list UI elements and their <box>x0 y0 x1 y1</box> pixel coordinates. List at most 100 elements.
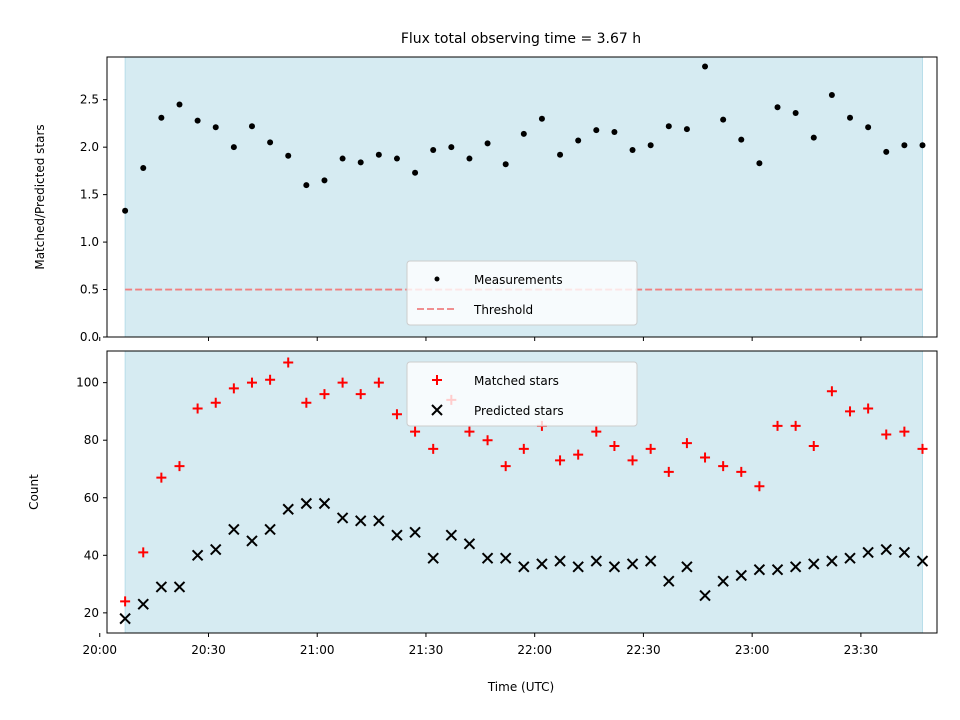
measurement-point <box>502 161 509 168</box>
measurement-point <box>412 169 419 176</box>
predicted-star-point <box>445 529 458 541</box>
predicted-star-point <box>463 538 476 550</box>
bottom-panel: 20 40 60 80 100 Count 20:00 20:30 21:00 21:30 22:0… <box>27 350 938 657</box>
matched-star-point <box>319 389 330 400</box>
matched-star-point <box>355 389 366 400</box>
matched-star-point <box>627 455 638 466</box>
predicted-star-point <box>282 503 294 515</box>
predicted-star-point <box>119 612 131 625</box>
matched-star-point <box>573 449 584 460</box>
matched-star-point <box>337 377 348 388</box>
matched-star-point <box>156 472 167 483</box>
predicted-star-point <box>789 561 802 573</box>
y-tick-label: 0.0 <box>80 330 99 344</box>
measurement-point <box>393 155 400 162</box>
matched-star-point <box>482 435 493 446</box>
predicted-star-point <box>844 552 856 564</box>
legend-marker-measurements <box>434 276 440 282</box>
matched-star-point <box>373 377 384 388</box>
measurement-point <box>810 134 817 141</box>
measurement-point <box>629 147 636 154</box>
predicted-star-point <box>300 497 313 510</box>
predicted-star-point <box>826 555 838 567</box>
matched-star-point <box>192 403 203 414</box>
measurement-point <box>357 159 364 166</box>
measurement-point <box>828 91 835 98</box>
predicted-star-point <box>862 546 874 559</box>
predicted-star-point <box>155 581 168 593</box>
predicted-star-point <box>318 497 331 510</box>
matched-star-point <box>736 466 747 477</box>
matched-star-point <box>826 386 837 397</box>
matched-star-point <box>609 440 620 451</box>
measurement-point <box>865 124 872 131</box>
predicted-star-point <box>590 555 603 567</box>
x-tick-label: 20:30 <box>191 643 226 657</box>
legend-label: Threshold <box>473 303 533 317</box>
matched-star-point <box>700 452 711 463</box>
measurement-point <box>339 155 346 162</box>
measurement-point <box>611 128 618 135</box>
measurement-point <box>738 136 745 143</box>
predicted-star-point <box>536 558 548 570</box>
measurement-point <box>756 160 763 167</box>
predicted-star-point <box>373 515 385 527</box>
measurement-point <box>466 155 473 162</box>
y-tick-label: 60 <box>84 491 99 505</box>
predicted-star-point <box>717 575 729 587</box>
predicted-star-point <box>808 558 820 570</box>
measurement-point <box>847 114 854 121</box>
measurement-point <box>702 63 709 70</box>
x-tick-label: 23:30 <box>844 643 879 657</box>
predicted-star-point <box>771 563 784 576</box>
y-tick-label: 20 <box>84 606 99 620</box>
legend: Measurements Threshold <box>406 260 638 326</box>
measurement-point <box>538 115 545 122</box>
x-tick-label: 22:00 <box>517 643 552 657</box>
matched-star-point <box>428 443 439 454</box>
legend-box <box>406 260 638 326</box>
measurement-point <box>248 123 255 130</box>
y-axis-label: Count <box>27 474 41 510</box>
legend-label: Matched stars <box>474 374 559 388</box>
y-tick-label: 80 <box>84 433 99 447</box>
top-panel: 0.0 0.5 1.0 1.5 2.0 2.5 Matched/Predicted star… <box>33 56 938 344</box>
predicted-star-point <box>681 561 693 573</box>
axes-frame <box>106 56 938 338</box>
predicted-star-point <box>228 523 240 536</box>
measurement-point <box>212 124 219 131</box>
matched-star-point <box>120 596 131 607</box>
measurement-point <box>557 151 564 158</box>
matched-star-point <box>301 397 312 408</box>
legend-marker-predicted <box>431 404 443 416</box>
y-tick-label: 1.0 <box>80 235 99 249</box>
measurement-point <box>720 116 727 123</box>
predicted-star-point <box>753 563 766 576</box>
legend: Matched stars Predicted stars <box>406 361 638 427</box>
predicted-star-point <box>210 543 222 556</box>
x-tick-label: 20:00 <box>82 643 117 657</box>
measurement-point <box>665 123 672 130</box>
measurement-point <box>430 147 437 154</box>
predicted-star-point <box>554 555 566 567</box>
matched-star-point <box>228 383 239 394</box>
measurement-point <box>520 130 527 137</box>
predicted-star-point <box>663 575 675 587</box>
legend-label: Measurements <box>474 273 563 287</box>
predicted-star-point <box>191 549 204 562</box>
predicted-star-point <box>409 526 421 538</box>
measurement-point <box>683 126 690 133</box>
measurement-point <box>792 110 799 116</box>
predicted-star-point <box>735 569 747 582</box>
y-tick-label: 2.5 <box>80 93 99 107</box>
measurement-point <box>375 151 382 158</box>
x-tick-label: 23:00 <box>735 643 770 657</box>
legend-label: Predicted stars <box>474 404 564 418</box>
matched-star-point <box>718 461 729 472</box>
measurement-point <box>448 144 455 151</box>
measurement-point <box>267 139 274 146</box>
matched-star-point <box>283 357 294 368</box>
predicted-star-point <box>336 512 349 524</box>
matched-star-point <box>845 406 856 417</box>
